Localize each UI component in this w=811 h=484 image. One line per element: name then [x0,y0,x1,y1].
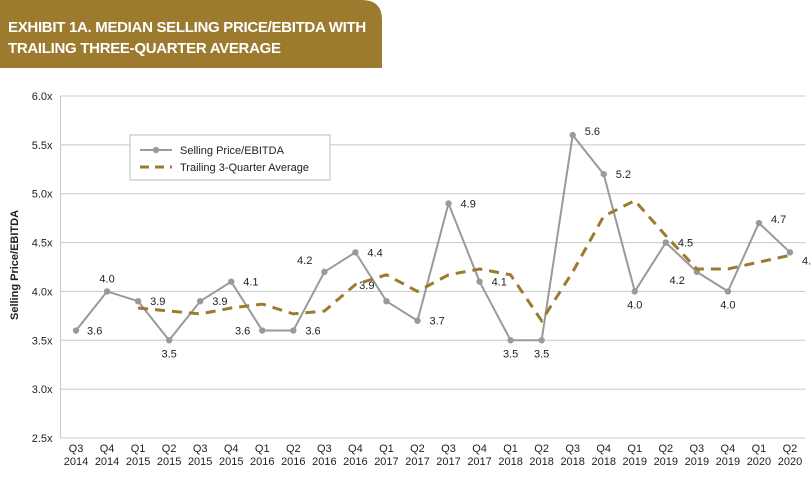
data-label: 4.1 [492,277,507,289]
data-label: 4.4 [367,247,382,259]
point [352,249,359,256]
point [569,131,576,139]
x-tick-label: Q2 2019 [654,443,678,468]
chart-title: EXHIBIT 1A. MEDIAN SELLING PRICE/EBITDA … [8,19,366,36]
point [290,327,297,334]
x-tick-label: Q3 2014 [64,443,88,468]
y-tick-label: 5.5x [32,140,53,152]
legend-marker [152,146,160,154]
data-label: 3.5 [534,348,549,360]
data-label: 4.0 [627,299,642,311]
point [103,288,111,295]
x-tick-label: Q1 2017 [374,443,398,468]
x-tick-label: Q1 2019 [623,443,647,468]
x-tick-label: Q3 2018 [560,443,584,468]
point [662,239,670,246]
point [786,249,794,256]
data-label: 3.9 [359,280,374,292]
y-tick-label: 4.0x [32,286,53,298]
data-label: 4.5 [678,238,693,250]
point [631,288,638,295]
data-label: 4.0 [99,273,114,285]
point [445,200,452,207]
data-label: 4.9 [461,198,476,210]
point [476,278,483,285]
x-tick-label: Q2 2015 [157,443,181,468]
data-label: 3.7 [429,316,444,328]
y-axis-label: Selling Price/EBITDA [9,210,21,320]
y-tick-label: 6.0x [32,91,53,103]
x-tick-label: Q4 2015 [219,443,243,468]
x-tick-label: Q1 2018 [498,443,522,468]
point [538,337,545,344]
x-tick-label: Q4 2018 [591,443,615,468]
data-label: 3.5 [503,348,518,360]
title-banner [0,0,382,68]
x-tick-label: Q3 2016 [312,443,336,468]
x-tick-label: Q1 2020 [747,443,771,468]
series-line [75,132,791,342]
data-label: 3.9 [150,296,165,308]
x-tick-label: Q1 2016 [250,443,274,468]
y-tick-label: 3.5x [32,335,53,347]
x-tick-label: Q4 2016 [343,443,367,468]
x-tick-label: Q4 2019 [716,443,740,468]
point [196,298,204,305]
point [165,337,173,344]
data-label: 4.0 [720,299,735,311]
x-tick-label: Q2 2018 [529,443,553,468]
point [724,288,732,295]
x-tick-label: Q3 2015 [188,443,212,468]
point [507,337,514,344]
legend [129,134,331,181]
data-label: 3.9 [212,296,227,308]
data-label: 5.6 [585,126,600,138]
legend-label: Selling Price/EBITDA [180,145,285,157]
x-tick-label: Q2 2017 [405,443,429,468]
data-label: 5.2 [616,169,631,181]
point [414,317,421,324]
data-label: 4.2 [297,255,312,267]
chart-title: TRAILING THREE-QUARTER AVERAGE [8,40,281,57]
x-tick-label: Q3 2017 [436,443,460,468]
x-tick-label: Q4 2014 [95,443,119,468]
x-tick-label: Q4 2017 [467,443,491,468]
series-line [137,198,791,324]
data-label: 4.1 [243,277,258,289]
point [600,170,607,178]
y-tick-label: 5.0x [32,189,53,201]
point [259,327,266,334]
x-tick-label: Q1 2015 [126,443,150,468]
data-label: 4.2 [670,275,685,287]
data-label: 4.7 [771,214,786,226]
legend-label: Trailing 3-Quarter Average [180,162,309,174]
point [228,278,235,285]
y-tick-label: 4.5x [32,238,53,250]
data-label: 3.6 [235,326,250,338]
y-tick-label: 2.5x [32,433,53,445]
point [321,268,328,276]
point [383,298,390,305]
point [755,219,763,227]
data-label: 3.6 [87,326,102,338]
data-label: 3.6 [305,326,320,338]
x-tick-label: Q3 2019 [685,443,709,468]
point [72,327,80,334]
y-tick-label: 3.0x [32,384,53,396]
data-label: 3.5 [161,348,176,360]
x-tick-label: Q2 2020 [778,443,802,468]
point [134,298,142,305]
data-label: 4.4 [802,255,811,267]
x-tick-label: Q2 2016 [281,443,305,468]
